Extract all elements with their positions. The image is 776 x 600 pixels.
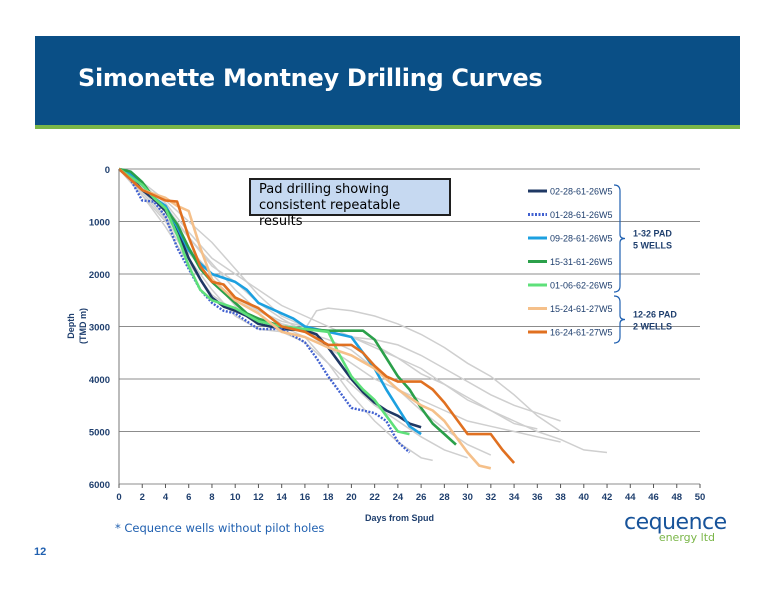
x-tick-label: 38 <box>555 492 566 503</box>
x-tick-label: 20 <box>346 492 357 503</box>
x-tick-label: 14 <box>276 492 287 503</box>
x-tick-label: 10 <box>230 492 241 503</box>
series-line <box>118 168 492 470</box>
legend: 02-28-61-26W5 01-28-61-26W5 09-28-61-26W5 1… <box>528 184 677 344</box>
legend-label: 16-24-61-27W5 <box>550 328 613 338</box>
series-line <box>118 168 516 464</box>
x-tick-label: 4 <box>163 492 169 503</box>
series-lines <box>118 167 516 470</box>
x-tick-label: 2 <box>140 492 145 503</box>
company-logo: cequence energy ltd <box>624 510 727 544</box>
group-sublabel: 2 WELLS <box>633 322 672 332</box>
y-tick-label: 1000 <box>89 218 110 229</box>
y-axis-title: Depth <box>66 313 76 339</box>
x-axis-title: Days from Spud <box>365 513 434 523</box>
x-tick-label: 18 <box>323 492 334 503</box>
group-label: 12-26 PAD <box>633 310 677 320</box>
group-bracket <box>613 184 626 293</box>
group-label: 1-32 PAD <box>633 229 672 239</box>
x-tick-label: 50 <box>695 492 706 503</box>
series-line <box>118 167 410 436</box>
group-bracket <box>613 295 626 344</box>
footnote: * Cequence wells without pilot holes <box>115 521 325 535</box>
x-tick-label: 0 <box>116 492 121 503</box>
group-sublabel: 5 WELLS <box>633 241 672 251</box>
slide-title: Simonette Montney Drilling Curves <box>78 64 543 92</box>
x-tick-label: 22 <box>369 492 380 503</box>
title-accent-rule <box>35 125 740 129</box>
x-tick-label: 8 <box>209 492 214 503</box>
y-tick-label: 4000 <box>89 375 110 386</box>
legend-label: 02-28-61-26W5 <box>550 187 613 197</box>
x-tick-label: 16 <box>300 492 311 503</box>
x-tick-label: 12 <box>253 492 264 503</box>
y-tick-label: 5000 <box>89 428 110 439</box>
legend-label: 01-06-62-26W5 <box>550 281 613 291</box>
x-tick-label: 30 <box>462 492 473 503</box>
legend-label: 09-28-61-26W5 <box>550 234 613 244</box>
x-tick-label: 46 <box>648 492 659 503</box>
legend-label: 15-24-61-27W5 <box>550 304 613 314</box>
x-tick-label: 34 <box>509 492 520 503</box>
y-tick-label: 0 <box>105 165 110 176</box>
legend-label: 15-31-61-26W5 <box>550 257 613 267</box>
page-number: 12 <box>34 546 47 558</box>
gridlines <box>119 168 700 485</box>
x-tick-label: 26 <box>416 492 427 503</box>
title-banner: Simonette Montney Drilling Curves <box>35 36 740 125</box>
series-line <box>118 168 411 454</box>
legend-label: 01-28-61-26W5 <box>550 210 613 220</box>
callout-box: Pad drilling showing consistent repeatab… <box>249 178 451 229</box>
x-tick-label: 24 <box>393 492 404 503</box>
logo-wordmark: cequence <box>624 510 727 535</box>
reference-well-line <box>118 168 562 433</box>
y-axis-subtitle: (TMD m) <box>78 308 88 344</box>
y-tick-label: 6000 <box>89 480 110 491</box>
x-tick-label: 48 <box>671 492 682 503</box>
x-tick-label: 40 <box>579 492 590 503</box>
x-tick-label: 32 <box>486 492 497 503</box>
x-tick-label: 42 <box>602 492 613 503</box>
x-tick-label: 6 <box>186 492 191 503</box>
x-tick-label: 36 <box>532 492 543 503</box>
y-tick-label: 2000 <box>89 270 110 281</box>
x-tick-label: 44 <box>625 492 636 503</box>
y-tick-label: 3000 <box>89 323 110 334</box>
x-tick-label: 28 <box>439 492 450 503</box>
logo-subtitle: energy ltd <box>658 531 715 544</box>
